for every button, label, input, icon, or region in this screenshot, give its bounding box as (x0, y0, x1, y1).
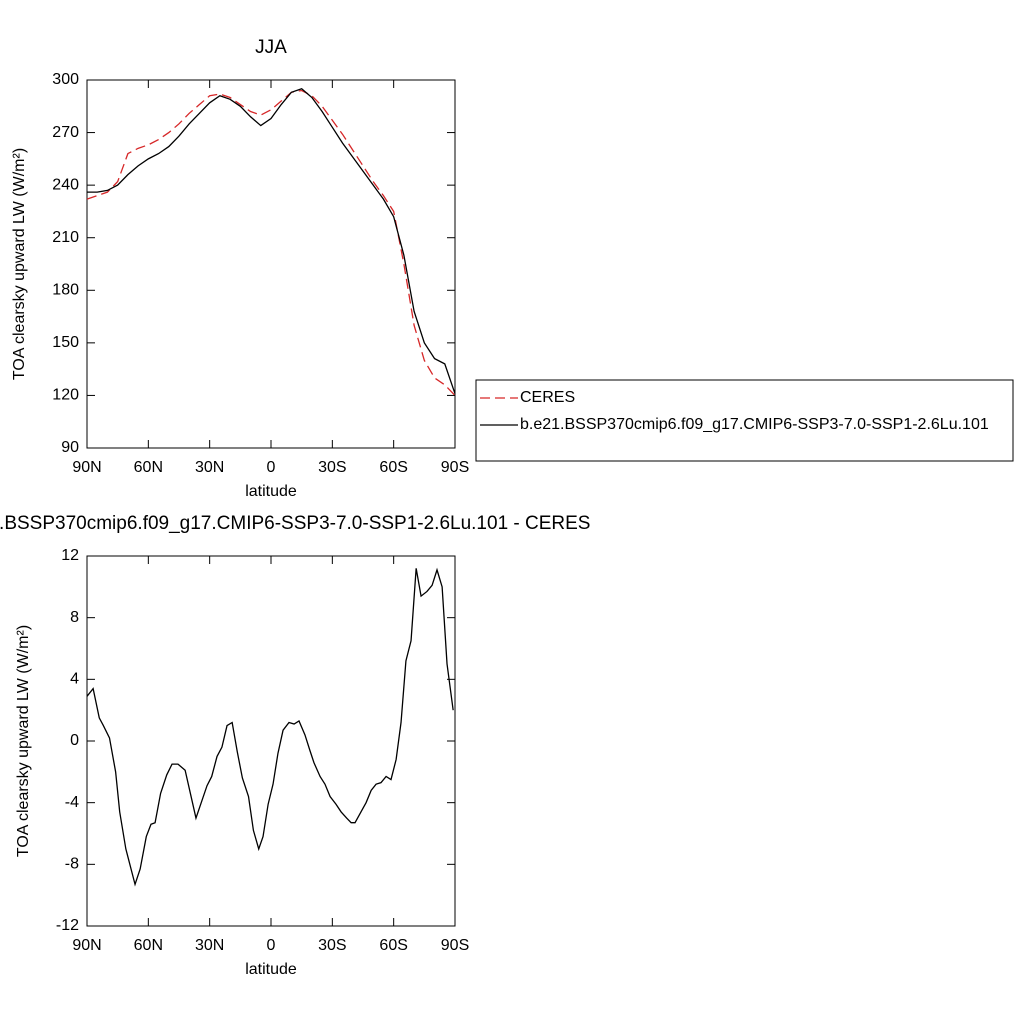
legend-label: b.e21.BSSP370cmip6.f09_g17.CMIP6-SSP3-7.… (520, 416, 989, 433)
y-tick-label: 8 (70, 609, 79, 626)
legend-label: CERES (520, 389, 575, 406)
plot-frame (86, 79, 456, 449)
x-axis-label: latitude (245, 483, 297, 500)
data-line (87, 88, 456, 394)
x-tick-label: 90S (441, 937, 469, 954)
y-tick-label: -12 (56, 917, 79, 934)
y-tick-label: 120 (52, 387, 79, 404)
y-tick-label: 240 (52, 176, 79, 193)
x-tick-label: 60S (379, 937, 407, 954)
y-tick-label: 270 (52, 124, 79, 141)
x-tick-label: 60N (134, 459, 163, 476)
y-tick-label: -8 (65, 856, 79, 873)
chart-title: b.e21.BSSP370cmip6.f09_g17.CMIP6-SSP3-7.… (0, 513, 590, 534)
y-tick-label: 300 (52, 71, 79, 88)
x-tick-label: 0 (267, 459, 276, 476)
x-tick-label: 0 (267, 937, 276, 954)
y-tick-label: 4 (70, 671, 79, 688)
y-axis-label: TOA clearsky upward LW (W/m²) (15, 625, 32, 857)
y-tick-label: 150 (52, 334, 79, 351)
y-tick-label: 210 (52, 229, 79, 246)
x-tick-label: 30S (318, 459, 346, 476)
x-tick-label: 30S (318, 937, 346, 954)
x-tick-label: 60S (379, 459, 407, 476)
y-tick-label: -4 (65, 794, 79, 811)
x-tick-label: 90N (72, 459, 101, 476)
x-tick-label: 90S (441, 459, 469, 476)
y-tick-label: 180 (52, 282, 79, 299)
data-line (86, 89, 456, 396)
y-tick-label: 12 (61, 547, 79, 564)
plot-frame (86, 555, 456, 927)
data-line (86, 567, 454, 887)
legend-box (475, 379, 1014, 462)
y-tick-label: 90 (61, 439, 79, 456)
x-tick-label: 60N (134, 937, 163, 954)
x-tick-label: 30N (195, 937, 224, 954)
x-tick-label: 90N (72, 937, 101, 954)
x-tick-label: 30N (195, 459, 224, 476)
y-axis-label: TOA clearsky upward LW (W/m²) (11, 148, 28, 380)
chart-title: JJA (255, 37, 287, 58)
x-axis-label: latitude (245, 961, 297, 978)
y-tick-label: 0 (70, 732, 79, 749)
